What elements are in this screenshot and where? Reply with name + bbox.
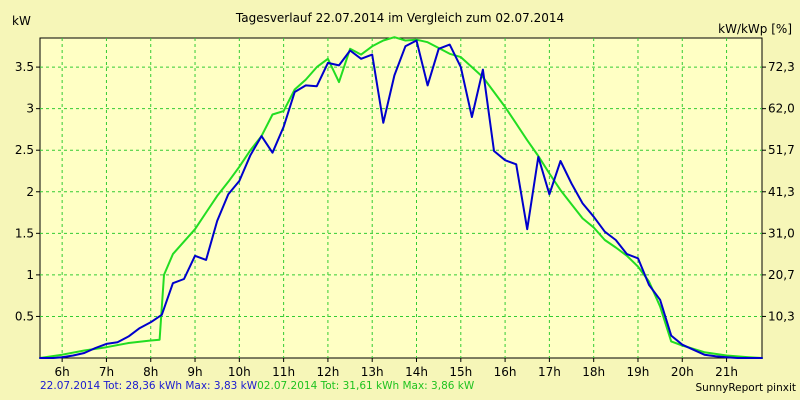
series-line-22-07-2014: [39, 39, 763, 359]
x-tick-label: 7h: [99, 365, 114, 379]
y-tick-label-left: 3: [26, 102, 34, 116]
grid-lines: [40, 38, 762, 358]
y-tick-label-left: 2: [26, 185, 34, 199]
axis-ticks: 6h 7h 8h 9h 10h 11h 12h 13h 14h 15h 16h 17h 18h 19h 20…: [15, 60, 795, 379]
x-tick-label: 8h: [143, 365, 158, 379]
x-tick-label: 11h: [272, 365, 295, 379]
x-tick-label: 19h: [627, 365, 650, 379]
y-tick-label-right: 41,3: [768, 185, 795, 199]
x-tick-label: 13h: [361, 365, 384, 379]
y-axis-left-label: kW: [12, 14, 31, 28]
y-tick-label-left: 0.5: [15, 309, 34, 323]
x-tick-label: 6h: [55, 365, 70, 379]
y-axis-right-label: kW/kWp [%]: [718, 22, 792, 36]
y-tick-label-left: 3.5: [15, 60, 34, 74]
y-tick-label-left: 2.5: [15, 143, 34, 157]
x-tick-label: 20h: [671, 365, 694, 379]
x-tick-label: 12h: [316, 365, 339, 379]
y-tick-label-right: 62,0: [768, 102, 795, 116]
x-tick-label: 9h: [187, 365, 202, 379]
y-tick-label-right: 72,3: [768, 60, 795, 74]
y-tick-label-right: 10,3: [768, 309, 795, 323]
series2-stats: 02.07.2014 Tot: 31,61 kWh Max: 3,86 kW: [257, 380, 475, 392]
y-tick-label-right: 51,7: [768, 143, 795, 157]
x-tick-label: 21h: [715, 365, 738, 379]
y-tick-label-right: 31,0: [768, 226, 795, 240]
x-tick-label: 10h: [228, 365, 251, 379]
series-line-02-07-2014: [39, 36, 763, 359]
x-tick-label: 18h: [582, 365, 605, 379]
x-tick-label: 14h: [405, 365, 428, 379]
series-lines: [39, 36, 763, 359]
footer-stats: 22.07.2014 Tot: 28,36 kWh Max: 3,83 kW02…: [40, 380, 474, 392]
y-tick-label-right: 20,7: [768, 268, 795, 282]
y-tick-label-left: 1: [26, 268, 34, 282]
credit-text: SunnyReport pinxit: [695, 382, 796, 394]
plot-area: [39, 37, 763, 359]
y-tick-label-left: 1.5: [15, 226, 34, 240]
x-tick-label: 15h: [449, 365, 472, 379]
x-tick-label: 17h: [538, 365, 561, 379]
series1-stats: 22.07.2014 Tot: 28,36 kWh Max: 3,83 kW: [40, 380, 258, 392]
x-tick-label: 16h: [494, 365, 517, 379]
chart-title: Tagesverlauf 22.07.2014 im Vergleich zum…: [235, 11, 565, 25]
